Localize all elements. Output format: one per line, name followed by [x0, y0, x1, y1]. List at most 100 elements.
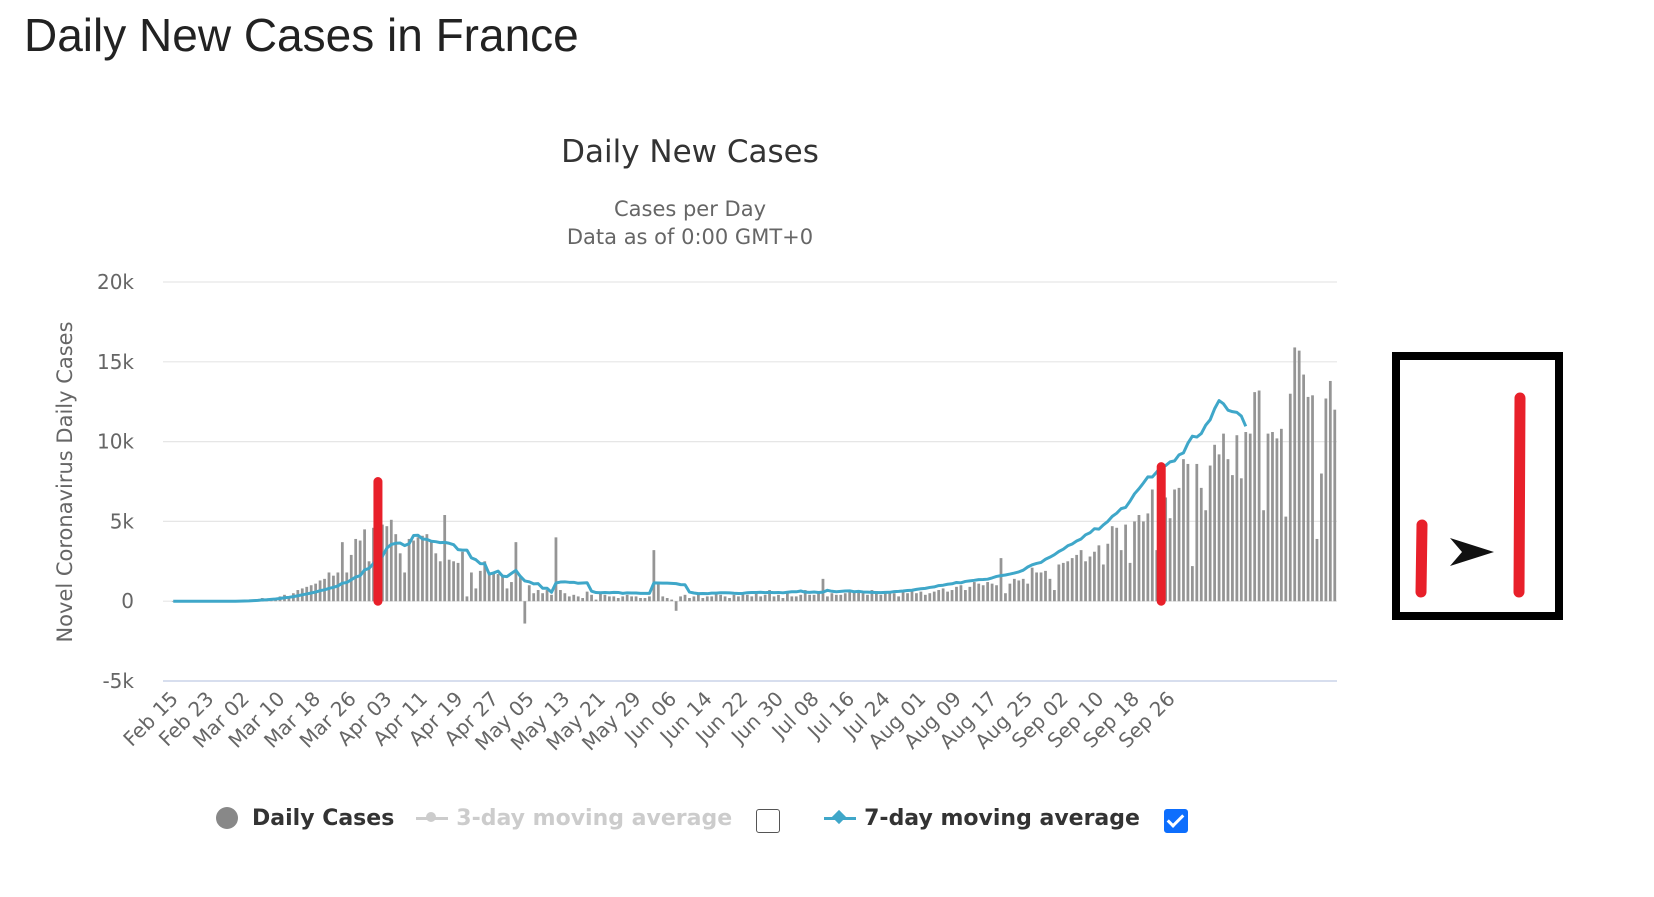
arrow-right-icon: [1450, 538, 1494, 566]
bar-daily-cases: [714, 593, 718, 602]
bar-daily-cases: [550, 594, 553, 602]
bar-daily-cases: [1177, 487, 1181, 602]
bar-daily-cases: [518, 577, 522, 602]
bar-daily-cases: [1235, 435, 1239, 602]
bar-daily-cases: [741, 593, 745, 602]
inset-drawing: [1415, 392, 1526, 598]
bar-daily-cases: [1173, 489, 1176, 602]
bar-daily-cases: [1302, 374, 1306, 602]
y-tick-label: -5k: [102, 669, 134, 693]
bar-daily-cases: [501, 575, 504, 602]
bar-daily-cases: [1088, 556, 1092, 602]
bar-daily-cases: [790, 596, 794, 602]
y-tick-label: 10k: [97, 430, 134, 454]
bar-daily-cases: [345, 572, 349, 602]
y-tick-label: 15k: [97, 350, 134, 374]
bar-daily-cases: [1142, 521, 1145, 602]
bar-daily-cases: [407, 538, 411, 602]
chart-subtitle-line-2: Data as of 0:00 GMT+0: [567, 225, 813, 249]
y-tick-labels: -5k 0 5k 10k 15k 20k: [97, 270, 134, 693]
bar-daily-cases: [171, 601, 175, 602]
bar-daily-cases: [576, 596, 580, 602]
bar-daily-cases: [754, 593, 758, 602]
bar-daily-cases: [403, 572, 407, 602]
bar-daily-cases: [839, 594, 843, 602]
bar-daily-cases: [1061, 562, 1065, 602]
bar-daily-cases: [421, 535, 424, 602]
bar-daily-cases: [955, 586, 958, 602]
legend-daily-cases[interactable]: Daily Cases: [210, 806, 394, 831]
bar-daily-cases: [1075, 554, 1079, 602]
bars-daily-cases: [171, 347, 1337, 624]
bar-daily-cases: [1279, 428, 1283, 602]
line-marker-icon: [414, 807, 450, 829]
bar-daily-cases: [1048, 578, 1052, 602]
bar-daily-cases: [652, 550, 656, 602]
bar-daily-cases: [937, 590, 941, 602]
bar-daily-cases: [705, 596, 709, 602]
bar-daily-cases: [888, 593, 892, 602]
legend-daily-cases-label: Daily Cases: [252, 805, 395, 831]
bar-daily-cases: [1070, 558, 1074, 602]
checkbox-7day-average[interactable]: [1163, 809, 1188, 833]
bar-daily-cases: [1035, 572, 1038, 602]
bar-daily-cases: [496, 574, 500, 602]
bar-daily-cases: [861, 593, 865, 602]
bar-daily-cases: [1248, 433, 1252, 602]
page-title: Daily New Cases in France: [24, 9, 579, 61]
bar-daily-cases: [964, 590, 967, 602]
bar-daily-cases: [950, 590, 954, 602]
bar-daily-cases: [1110, 526, 1114, 602]
bar-daily-cases: [986, 582, 990, 602]
bar-daily-cases: [1231, 475, 1234, 602]
bar-daily-cases: [1079, 550, 1083, 602]
bar-daily-cases: [1333, 409, 1337, 602]
bar-daily-cases: [1106, 543, 1110, 602]
bar-daily-cases: [607, 596, 611, 602]
bar-daily-cases: [995, 585, 998, 602]
bar-daily-cases: [1284, 516, 1288, 602]
bar-daily-cases: [599, 593, 602, 602]
bar-daily-cases: [656, 582, 660, 602]
bar-daily-cases: [1012, 578, 1016, 602]
bar-daily-cases: [456, 562, 460, 602]
inset-tall-red-bar: [1513, 392, 1526, 598]
bar-daily-cases: [425, 534, 429, 602]
bar-daily-cases: [1004, 593, 1007, 602]
bar-daily-cases: [1253, 392, 1257, 602]
bar-daily-cases: [385, 526, 389, 602]
bar-daily-cases: [465, 596, 469, 602]
bar-daily-cases: [785, 593, 789, 602]
bar-daily-cases: [505, 588, 509, 602]
bar-daily-cases: [1328, 380, 1332, 602]
bar-daily-cases: [554, 537, 558, 602]
bar-daily-cases: [728, 598, 731, 602]
y-axis-label: Novel Coronavirus Daily Cases: [53, 321, 77, 642]
bar-daily-cases: [1030, 567, 1034, 602]
bar-daily-cases: [1262, 510, 1265, 602]
bar-daily-cases: [723, 596, 727, 602]
bar-daily-cases: [1146, 513, 1150, 602]
legend-3day-average[interactable]: 3-day moving average: [414, 806, 802, 833]
bar-daily-cases: [1275, 438, 1279, 602]
legend-7day-average[interactable]: 7-day moving average: [822, 806, 1210, 833]
bar-daily-cases: [910, 590, 914, 602]
bar-daily-cases: [1239, 478, 1243, 602]
bar-daily-cases: [510, 582, 513, 602]
bar-daily-cases: [1266, 433, 1270, 602]
bar-daily-cases: [1026, 583, 1030, 602]
bar-daily-cases: [1053, 590, 1056, 602]
bar-daily-cases: [1066, 561, 1070, 602]
bar-daily-cases: [692, 596, 696, 602]
bar-daily-cases: [679, 596, 682, 602]
bar-daily-cases: [536, 590, 540, 602]
bar-daily-cases: [1021, 578, 1025, 602]
bar-daily-cases: [1150, 489, 1154, 602]
bar-daily-cases: [1297, 350, 1301, 602]
bar-daily-cases: [768, 590, 771, 602]
bar-daily-cases: [354, 538, 358, 602]
checkbox-3day-average[interactable]: [756, 809, 781, 833]
bar-daily-cases: [843, 593, 847, 602]
bar-daily-cases: [661, 596, 665, 602]
